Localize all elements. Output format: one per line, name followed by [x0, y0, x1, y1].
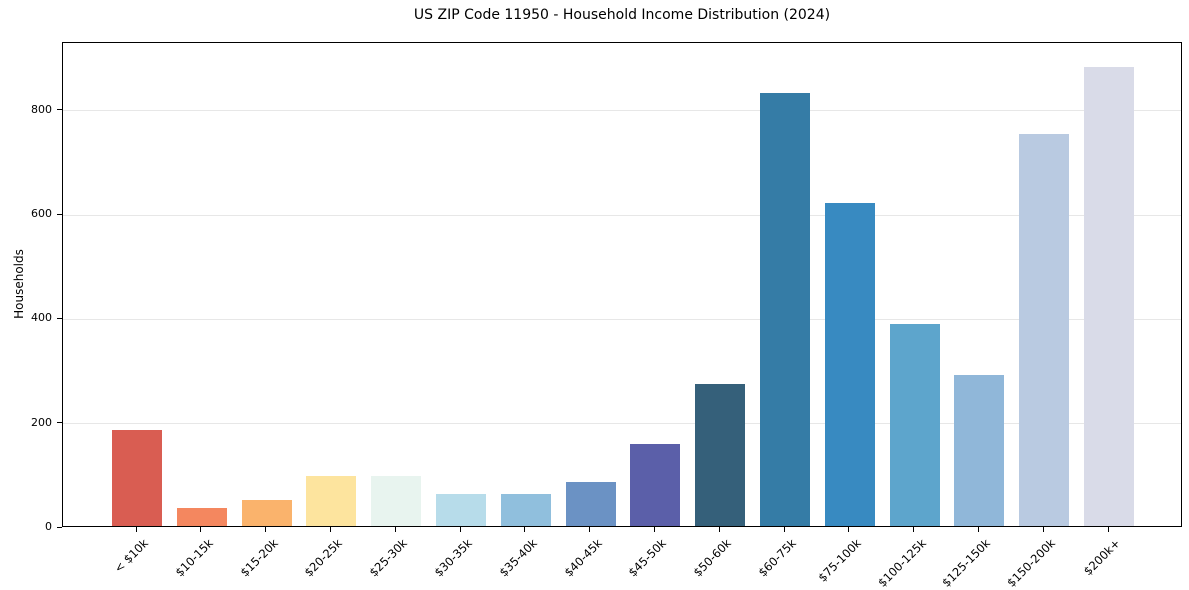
- y-tick-mark: [57, 109, 62, 111]
- x-tick-label: $75-100k: [815, 536, 864, 585]
- y-tick-label: 800: [31, 102, 52, 116]
- x-tick-label: < $10k: [111, 536, 151, 576]
- x-tick-label: $35-40k: [496, 536, 540, 580]
- bar-$35-40k: [500, 493, 551, 526]
- x-tick-label: $40-45k: [561, 536, 605, 580]
- x-tick-mark: [459, 527, 461, 532]
- x-tick-label: $60-75k: [755, 536, 799, 580]
- x-tick-label: $20-25k: [301, 536, 346, 580]
- x-tick-mark: [589, 527, 591, 532]
- y-tick-mark: [57, 526, 62, 528]
- bar-$60-75k: [760, 93, 810, 526]
- x-tick-mark: [913, 527, 915, 532]
- y-tick-label: 600: [31, 207, 52, 221]
- bar-$15-20k: [241, 499, 292, 526]
- y-tick-mark: [57, 422, 62, 424]
- x-tick-mark: [1042, 527, 1044, 532]
- bar-$20-25k: [306, 476, 357, 526]
- x-tick-mark: [265, 527, 267, 532]
- bar-$150-200k: [1019, 133, 1070, 526]
- chart-title: US ZIP Code 11950 - Household Income Dis…: [413, 7, 831, 23]
- x-tick-mark: [653, 527, 655, 532]
- x-tick-mark: [524, 527, 526, 532]
- bar-$75-100k: [824, 202, 875, 526]
- x-tick-label: $10-15k: [172, 536, 216, 580]
- x-tick-mark: [200, 527, 202, 532]
- gridline: [63, 214, 1181, 216]
- gridline: [63, 110, 1181, 112]
- x-tick-label: $25-30k: [366, 536, 411, 580]
- x-tick-mark: [394, 527, 396, 532]
- bar-$50-60k: [695, 384, 746, 526]
- x-tick-mark: [135, 527, 137, 532]
- y-tick-mark: [57, 213, 62, 215]
- x-tick-mark: [977, 527, 979, 532]
- bar-$125-150k: [954, 374, 1005, 526]
- x-tick-mark: [329, 527, 331, 532]
- bar-$40-45k: [565, 482, 616, 526]
- x-tick-label: $125-150k: [939, 536, 994, 590]
- bar-$100-125k: [889, 324, 940, 526]
- x-tick-label: $50-60k: [690, 536, 735, 580]
- x-tick-label: $15-20k: [237, 536, 281, 580]
- bar-$30-35k: [436, 493, 486, 526]
- x-tick-mark: [718, 527, 720, 532]
- bar-$25-30k: [371, 476, 422, 526]
- y-tick-label: 0: [45, 520, 52, 533]
- x-tick-mark: [1107, 527, 1109, 532]
- plot-area: [62, 42, 1182, 527]
- gridline: [63, 423, 1181, 425]
- bar-$200k+: [1084, 67, 1134, 526]
- x-tick-label: $200k+: [1080, 536, 1123, 579]
- y-axis-label: Households: [12, 249, 26, 319]
- bar-< $10k: [112, 430, 162, 526]
- x-tick-label: $45-50k: [625, 536, 670, 580]
- x-tick-mark: [848, 527, 850, 532]
- bar-$45-50k: [630, 444, 681, 526]
- x-tick-mark: [783, 527, 785, 532]
- bar-$10-15k: [176, 507, 227, 526]
- gridline: [63, 318, 1181, 320]
- y-tick-mark: [57, 317, 62, 319]
- y-tick-label: 400: [31, 311, 52, 325]
- x-tick-label: $30-35k: [431, 536, 475, 580]
- x-tick-label: $150-200k: [1004, 536, 1059, 590]
- y-tick-label: 200: [31, 415, 52, 429]
- x-tick-label: $100-125k: [874, 536, 929, 590]
